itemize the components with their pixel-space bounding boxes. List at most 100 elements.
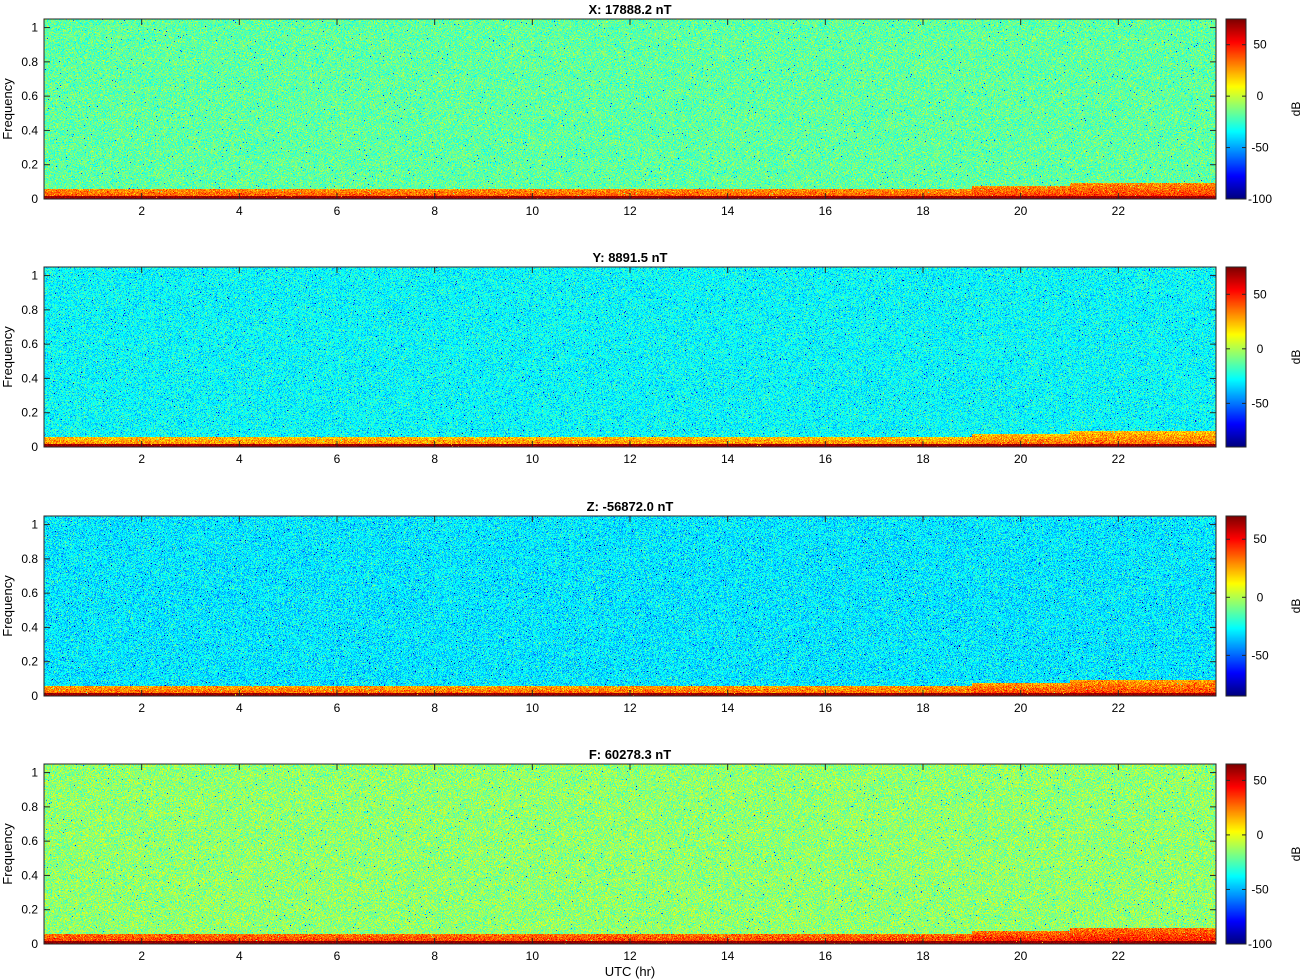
colorbar-tick-label: 50 — [1253, 773, 1267, 787]
x-tick-label: 6 — [334, 204, 341, 218]
x-tick-label: 14 — [721, 701, 735, 715]
panel-title-x: X: 17888.2 nT — [588, 2, 671, 17]
x-tick-label: 18 — [916, 701, 930, 715]
x-tick-label: 20 — [1014, 949, 1028, 963]
x-tick-label: 2 — [138, 701, 145, 715]
colorbar-gradient-z — [1226, 516, 1246, 696]
y-tick-label: 0 — [31, 689, 38, 703]
y-tick-label: 0.2 — [21, 406, 38, 420]
x-tick-label: 22 — [1112, 701, 1126, 715]
colorbar-tick-label: -100 — [1248, 937, 1272, 951]
x-tick-label: 2 — [138, 204, 145, 218]
y-tick-label: 0.6 — [21, 834, 38, 848]
x-tick-label: 8 — [431, 204, 438, 218]
y-axis-label-x: Frequency — [0, 78, 15, 140]
x-tick-label: 22 — [1112, 204, 1126, 218]
x-tick-label: 20 — [1014, 204, 1028, 218]
x-tick-label: 18 — [916, 949, 930, 963]
x-tick-label: 10 — [526, 204, 540, 218]
x-tick-label: 14 — [721, 949, 735, 963]
y-tick-label: 0 — [31, 192, 38, 206]
y-tick-label: 0.4 — [21, 868, 38, 882]
panel-title-y: Y: 8891.5 nT — [593, 250, 668, 265]
x-tick-label: 22 — [1112, 949, 1126, 963]
colorbar-label-x: dB — [1289, 102, 1303, 117]
y-axis-label-y: Frequency — [0, 326, 15, 388]
colorbar-label-y: dB — [1289, 350, 1303, 365]
x-tick-label: 18 — [916, 204, 930, 218]
colorbar-box-f — [1225, 763, 1247, 945]
x-tick-label: 6 — [334, 452, 341, 466]
y-tick-label: 0.2 — [21, 158, 38, 172]
y-tick-label: 1 — [31, 766, 38, 780]
colorbar-tick-label: 50 — [1253, 287, 1267, 301]
x-tick-label: 16 — [819, 949, 833, 963]
colorbar-tick-label: 50 — [1253, 532, 1267, 546]
x-tick-label: 8 — [431, 452, 438, 466]
x-tick-label: 14 — [721, 204, 735, 218]
y-tick-label: 0.6 — [21, 89, 38, 103]
axes-box-y — [43, 266, 1217, 448]
y-tick-label: 0 — [31, 937, 38, 951]
x-tick-label: 2 — [138, 452, 145, 466]
y-axis-label-z: Frequency — [0, 575, 15, 637]
spectrogram-image-f — [44, 764, 1216, 944]
y-axis-label-f: Frequency — [0, 823, 15, 885]
x-tick-label: 6 — [334, 701, 341, 715]
x-tick-label: 22 — [1112, 452, 1126, 466]
y-tick-label: 0.8 — [21, 552, 38, 566]
colorbar-gradient-y — [1226, 267, 1246, 447]
y-tick-label: 0.4 — [21, 371, 38, 385]
x-tick-label: 10 — [526, 452, 540, 466]
x-tick-label: 16 — [819, 452, 833, 466]
axes-box-z — [43, 515, 1217, 697]
colorbar-box-z — [1225, 515, 1247, 697]
panel-title-f: F: 60278.3 nT — [589, 747, 671, 762]
panel-title-z: Z: -56872.0 nT — [587, 499, 674, 514]
x-tick-label: 4 — [236, 701, 243, 715]
y-tick-label: 0.6 — [21, 337, 38, 351]
y-tick-label: 0.8 — [21, 800, 38, 814]
colorbar-gradient-x — [1226, 19, 1246, 199]
colorbar-tick-label: -100 — [1248, 192, 1272, 206]
colorbar-box-y — [1225, 266, 1247, 448]
y-tick-label: 0.4 — [21, 620, 38, 634]
colorbar-tick-label: -50 — [1251, 882, 1269, 896]
y-tick-label: 0.6 — [21, 586, 38, 600]
spectrogram-image-z — [44, 516, 1216, 696]
x-tick-label: 14 — [721, 452, 735, 466]
x-tick-label: 12 — [623, 949, 637, 963]
x-tick-label: 4 — [236, 949, 243, 963]
x-tick-label: 4 — [236, 204, 243, 218]
x-tick-label: 12 — [623, 701, 637, 715]
y-tick-label: 0.4 — [21, 123, 38, 137]
colorbar-label-z: dB — [1289, 599, 1303, 614]
axes-box-x — [43, 18, 1217, 200]
colorbar-tick-label: 0 — [1257, 342, 1264, 356]
y-tick-label: 1 — [31, 269, 38, 283]
colorbar-tick-label: -50 — [1251, 396, 1269, 410]
x-tick-label: 16 — [819, 701, 833, 715]
x-tick-label: 12 — [623, 204, 637, 218]
x-tick-label: 4 — [236, 452, 243, 466]
colorbar-label-f: dB — [1289, 847, 1303, 862]
x-tick-label: 10 — [526, 949, 540, 963]
colorbar-tick-label: -50 — [1251, 141, 1269, 155]
x-tick-label: 12 — [623, 452, 637, 466]
y-tick-label: 0.8 — [21, 303, 38, 317]
spectrogram-image-x — [44, 19, 1216, 199]
y-tick-label: 0.2 — [21, 655, 38, 669]
x-tick-label: 20 — [1014, 452, 1028, 466]
spectrogram-image-y — [44, 267, 1216, 447]
colorbar-box-x — [1225, 18, 1247, 200]
colorbar-gradient-f — [1226, 764, 1246, 944]
colorbar-tick-label: -50 — [1251, 648, 1269, 662]
y-tick-label: 1 — [31, 518, 38, 532]
x-tick-label: 8 — [431, 701, 438, 715]
colorbar-tick-label: 0 — [1257, 89, 1264, 103]
x-tick-label: 2 — [138, 949, 145, 963]
x-tick-label: 8 — [431, 949, 438, 963]
x-tick-label: 6 — [334, 949, 341, 963]
